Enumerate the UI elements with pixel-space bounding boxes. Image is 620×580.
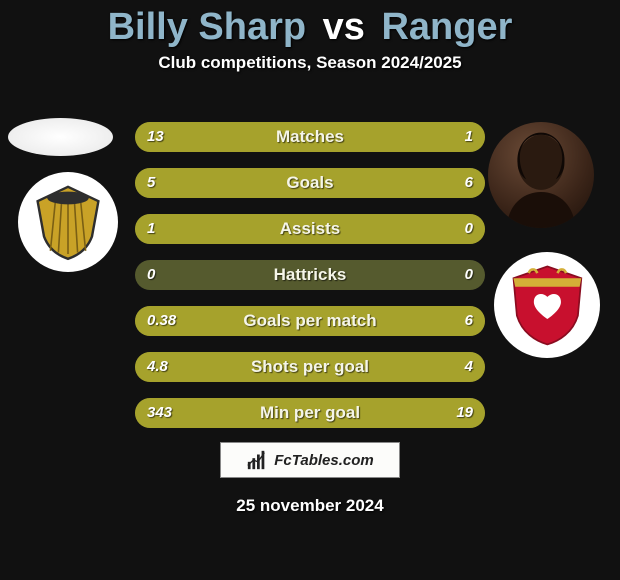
- title-player1: Billy Sharp: [108, 6, 307, 48]
- chart-icon: [246, 449, 268, 471]
- source-badge: FcTables.com: [220, 442, 400, 478]
- title-vs: vs: [323, 6, 365, 48]
- stat-row: 56Goals: [135, 168, 485, 198]
- player2-silhouette-icon: [488, 122, 594, 228]
- player2-club-crest: [494, 252, 600, 358]
- stat-row: 34319Min per goal: [135, 398, 485, 428]
- subtitle: Club competitions, Season 2024/2025: [0, 53, 620, 73]
- stat-row: 0.386Goals per match: [135, 306, 485, 336]
- player1-club-crest: [18, 172, 118, 272]
- stats-bars: 131Matches 56Goals 10Assists 00Hattricks 0.3…: [135, 122, 485, 444]
- stat-row: 10Assists: [135, 214, 485, 244]
- stat-row: 4.84Shots per goal: [135, 352, 485, 382]
- player1-photo: [8, 118, 113, 156]
- club-crest-icon: [28, 182, 108, 262]
- stat-row: 00Hattricks: [135, 260, 485, 290]
- stat-label: Goals per match: [135, 306, 485, 336]
- stat-label: Hattricks: [135, 260, 485, 290]
- club-crest-icon: [505, 263, 590, 348]
- player2-photo: [488, 122, 594, 228]
- source-text: FcTables.com: [274, 452, 373, 469]
- title-player2: Ranger: [381, 6, 512, 48]
- stat-label: Goals: [135, 168, 485, 198]
- stat-label: Matches: [135, 122, 485, 152]
- comparison-title: Billy Sharp vs Ranger: [0, 0, 620, 49]
- stat-row: 131Matches: [135, 122, 485, 152]
- stat-label: Min per goal: [135, 398, 485, 428]
- stat-label: Shots per goal: [135, 352, 485, 382]
- date-text: 25 november 2024: [0, 496, 620, 516]
- stat-label: Assists: [135, 214, 485, 244]
